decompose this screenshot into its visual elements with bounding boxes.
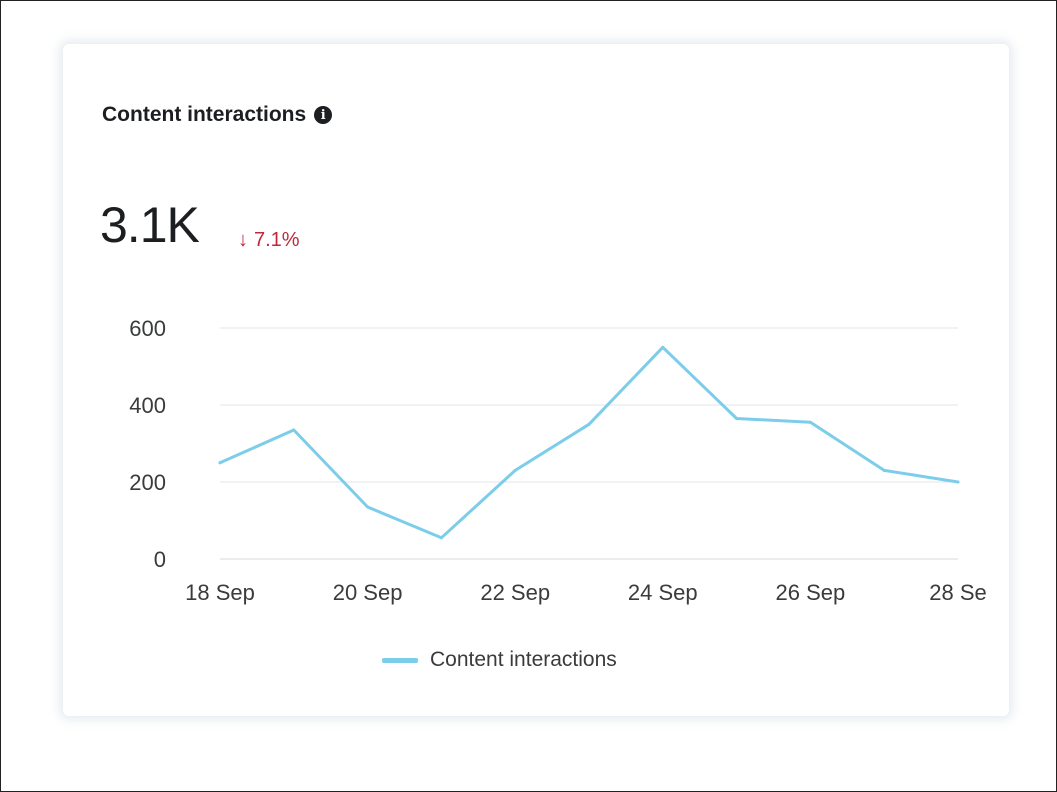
x-tick-label: 18 Sep xyxy=(185,580,255,605)
x-tick-label: 22 Sep xyxy=(480,580,550,605)
data-point xyxy=(882,468,886,472)
data-point xyxy=(292,428,296,432)
series-line-0 xyxy=(218,345,960,540)
data-point xyxy=(808,420,812,424)
metric-delta: ↓ 7.1% xyxy=(238,229,300,252)
data-point xyxy=(366,505,370,509)
chart-legend[interactable]: Content interactions xyxy=(382,648,617,672)
data-point xyxy=(956,480,960,484)
data-point xyxy=(587,422,591,426)
card-title-text: Content interactions xyxy=(102,103,307,126)
x-tick-label: 24 Sep xyxy=(628,580,698,605)
y-tick-label: 0 xyxy=(154,547,166,572)
data-point xyxy=(735,416,739,420)
info-icon[interactable]: i xyxy=(314,106,333,124)
card-title: Content interactions i xyxy=(102,103,333,127)
metric-value: 3.1K xyxy=(100,197,200,253)
y-tick-label: 600 xyxy=(129,316,166,341)
legend-swatch xyxy=(382,657,418,663)
data-point xyxy=(218,461,222,465)
content-interactions-card xyxy=(63,44,1009,716)
x-tick-label: 28 Se xyxy=(929,580,987,605)
legend-label: Content interactions xyxy=(430,648,617,671)
x-tick-label: 20 Sep xyxy=(333,580,403,605)
delta-percent: 7.1% xyxy=(254,229,300,251)
data-point xyxy=(439,536,443,540)
arrow-down-icon: ↓ xyxy=(238,229,248,251)
y-tick-label: 200 xyxy=(129,470,166,495)
data-point xyxy=(661,345,665,349)
x-tick-label: 26 Sep xyxy=(776,580,846,605)
y-tick-label: 400 xyxy=(129,393,166,418)
data-point xyxy=(513,468,517,472)
